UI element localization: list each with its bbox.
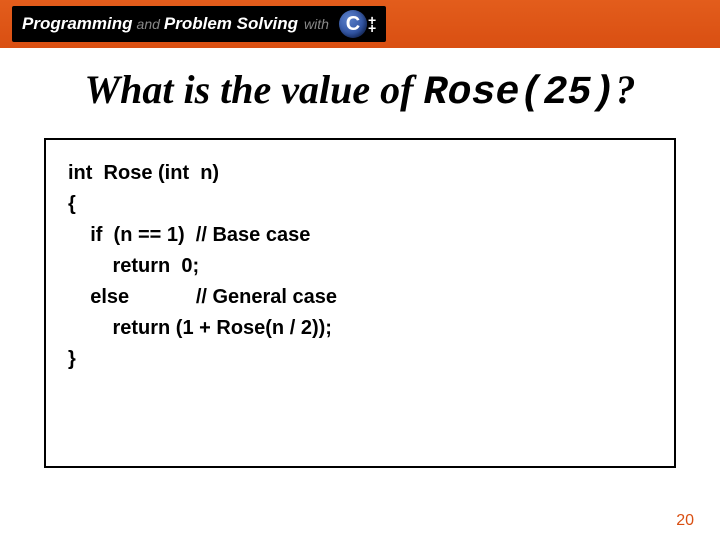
header-with: with [304, 16, 329, 32]
code-content: int Rose (int n) { if (n == 1) // Base c… [68, 158, 652, 375]
code-box: int Rose (int n) { if (n == 1) // Base c… [44, 138, 676, 468]
code-line-6: return (1 + Rose(n / 2)); [68, 317, 332, 339]
page-number: 20 [676, 512, 694, 530]
header-and: and [137, 16, 160, 32]
slide-title: What is the value of Rose(25)? [0, 66, 720, 116]
title-suffix: ? [615, 67, 635, 112]
code-line-3: if (n == 1) // Base case [68, 224, 310, 246]
code-line-2: { [68, 193, 76, 215]
cpp-c-icon: C [339, 10, 367, 38]
header-word2: Problem Solving [164, 14, 298, 34]
title-mono: Rose(25) [423, 71, 615, 116]
code-line-4: return 0; [68, 255, 199, 277]
header-inner: Programming and Problem Solving with C +… [12, 6, 386, 42]
code-line-1: int Rose (int n) [68, 162, 219, 184]
header-text: Programming and Problem Solving with C +… [22, 10, 376, 38]
header-word1: Programming [22, 14, 133, 34]
cpp-badge: C ++ [339, 10, 376, 38]
header-bar: Programming and Problem Solving with C +… [0, 0, 720, 48]
cpp-plus-icon: ++ [368, 16, 376, 32]
code-line-7: } [68, 348, 76, 370]
title-prefix: What is the value of [85, 67, 424, 112]
code-line-5: else // General case [68, 286, 337, 308]
